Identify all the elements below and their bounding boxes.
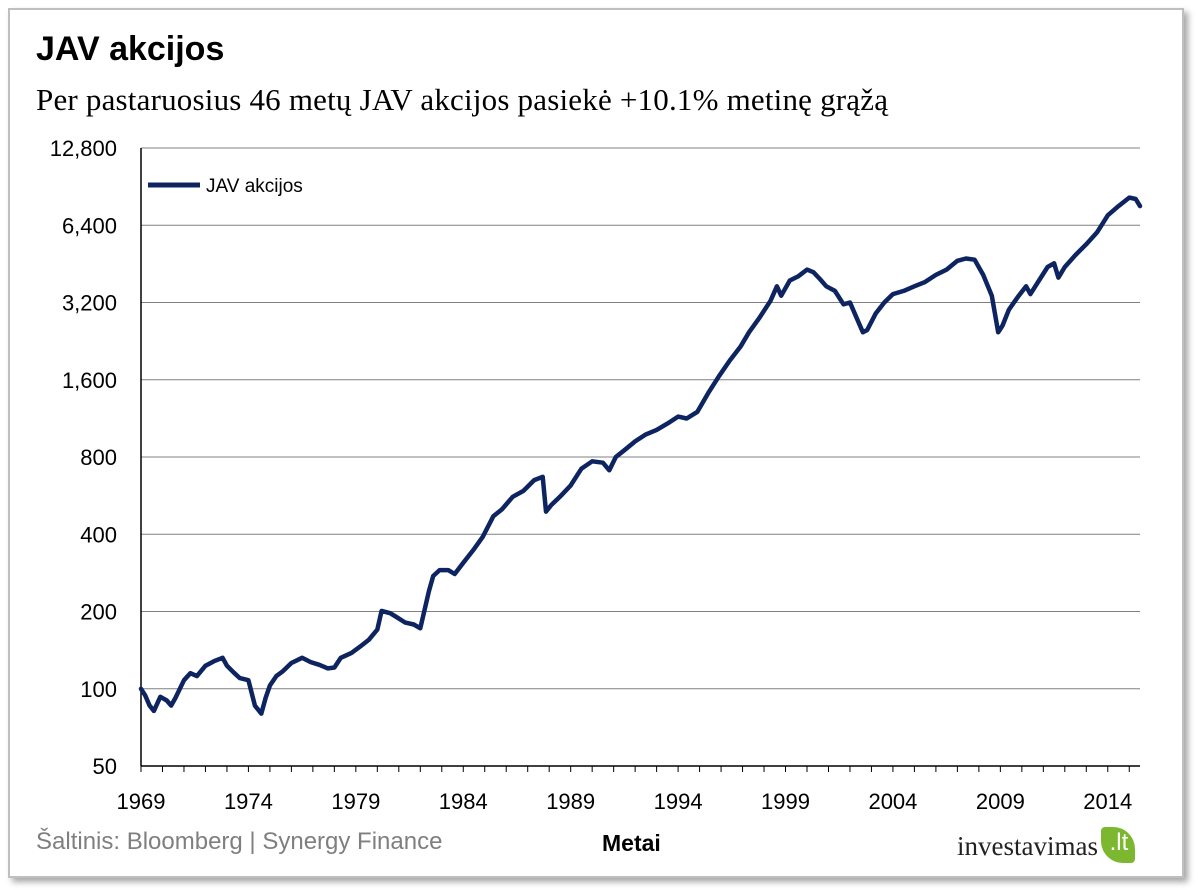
y-tick-label: 800 <box>80 445 117 470</box>
y-tick-label: 12,800 <box>50 136 117 161</box>
logo-badge: .lt <box>1109 829 1129 856</box>
x-tick-label: 1974 <box>224 789 273 814</box>
y-tick-label: 100 <box>80 677 117 702</box>
y-axis-tick-labels: 50 100 200 400 800 1,600 3,200 6,400 12,800 <box>50 136 117 779</box>
source-note: Šaltinis: Bloomberg | Synergy Finance <box>36 828 443 855</box>
logo-leaf-icon: .lt <box>1099 827 1137 865</box>
legend-label-jav-akcijos: JAV akcijos <box>206 176 303 197</box>
series-layer <box>138 195 1143 716</box>
series-line-jav-akcijos <box>138 195 1143 716</box>
logo-text: investavimas <box>957 830 1098 861</box>
x-tick-label: 2014 <box>1083 789 1132 814</box>
chart-frame <box>8 8 1184 878</box>
x-tick-label: 1999 <box>761 789 810 814</box>
x-tick-label: 1979 <box>331 789 380 814</box>
x-tick-label: 1969 <box>117 789 166 814</box>
y-tick-label: 3,200 <box>62 291 117 316</box>
y-tick-label: 50 <box>93 754 117 779</box>
logo: investavimas .lt <box>957 826 1137 866</box>
chart-subtitle: Per pastaruosius 46 metų JAV akcijos pas… <box>36 82 889 117</box>
chart-title: JAV akcijos <box>36 30 225 68</box>
y-tick-label: 1,600 <box>62 368 117 393</box>
x-tick-label: 2004 <box>868 789 917 814</box>
x-tick-label: 1989 <box>546 789 595 814</box>
y-tick-label: 200 <box>80 600 117 625</box>
x-tick-label: 1994 <box>654 789 703 814</box>
x-axis-title: Metai <box>602 830 661 856</box>
y-tick-label: 6,400 <box>62 213 117 238</box>
x-axis: 1969 1974 1979 1984 1989 1994 1999 2004 2009 2014 <box>117 148 1140 814</box>
gridlines <box>141 147 1140 690</box>
y-tick-label: 400 <box>80 522 117 547</box>
x-tick-label: 2009 <box>976 789 1025 814</box>
x-tick-label: 1984 <box>439 789 488 814</box>
legend: JAV akcijos <box>148 176 303 197</box>
